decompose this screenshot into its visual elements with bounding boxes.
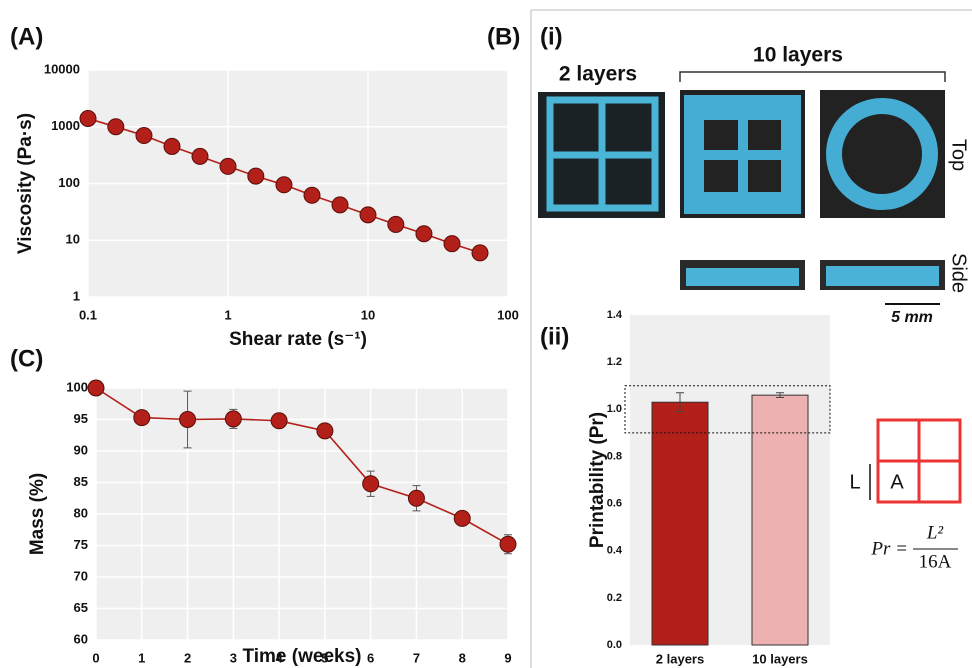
x-tick-label: 3 bbox=[230, 650, 237, 665]
print bbox=[686, 268, 799, 286]
point bbox=[359, 206, 377, 224]
point bbox=[87, 379, 105, 397]
y-tick-label: 70 bbox=[74, 568, 88, 583]
point bbox=[407, 489, 425, 507]
print bbox=[546, 96, 659, 212]
point bbox=[415, 225, 433, 243]
point bbox=[270, 412, 288, 430]
point bbox=[224, 410, 242, 428]
point bbox=[133, 409, 151, 427]
error-bar bbox=[776, 392, 784, 398]
point bbox=[191, 147, 209, 165]
scale-label: 5 mm bbox=[891, 309, 933, 326]
line bbox=[95, 387, 509, 545]
point bbox=[179, 411, 197, 428]
y-tick-label: 0.6 bbox=[607, 497, 622, 509]
panel-label: (ii) bbox=[540, 323, 569, 350]
point bbox=[453, 509, 471, 527]
photo-label: 10 layers bbox=[753, 44, 843, 67]
error-bar bbox=[676, 392, 684, 413]
x-tick-label: 4 bbox=[275, 650, 283, 665]
point bbox=[163, 137, 181, 155]
panel-label: (i) bbox=[540, 23, 563, 50]
y-tick-label: 10000 bbox=[44, 61, 80, 76]
point bbox=[107, 118, 125, 136]
point bbox=[219, 157, 237, 175]
y-axis-label: Mass (%) bbox=[27, 473, 48, 555]
photo-label: 2 layers bbox=[559, 63, 637, 86]
x-axis-label: Time (weeks) bbox=[243, 646, 362, 667]
y-tick-label: 100 bbox=[66, 379, 88, 394]
bar bbox=[651, 401, 709, 646]
y-tick-label: 60 bbox=[74, 631, 88, 646]
point bbox=[499, 535, 517, 553]
panel-label: (B) bbox=[487, 23, 520, 50]
y-tick-label: 1.4 bbox=[607, 309, 623, 321]
x-tick-label: 5 bbox=[321, 650, 328, 665]
view-label: Top bbox=[948, 139, 970, 171]
y-tick-label: 10 bbox=[66, 232, 80, 247]
x-tick-label: 10 layers bbox=[752, 651, 808, 666]
x-tick-label: 100 bbox=[497, 307, 519, 322]
y-tick-label: 95 bbox=[74, 411, 88, 426]
y-tick-label: 1.0 bbox=[607, 403, 622, 415]
point bbox=[247, 167, 265, 185]
y-tick-label: 0.0 bbox=[607, 639, 622, 651]
x-tick-label: 1 bbox=[224, 307, 231, 322]
y-tick-label: 1 bbox=[73, 288, 80, 303]
y-tick-label: 80 bbox=[74, 505, 88, 520]
diagram-label: L bbox=[849, 471, 860, 493]
y-tick-label: 100 bbox=[58, 175, 80, 190]
x-axis-label: Shear rate (s⁻¹) bbox=[229, 329, 367, 350]
diagram-label: A bbox=[890, 471, 904, 493]
x-tick-label: 2 bbox=[184, 650, 191, 665]
point bbox=[303, 186, 321, 204]
bracket bbox=[679, 71, 946, 82]
x-tick-label: 10 bbox=[361, 307, 375, 322]
point bbox=[331, 196, 349, 214]
y-tick-label: 65 bbox=[74, 600, 88, 615]
y-tick-label: 0.4 bbox=[607, 545, 623, 557]
point bbox=[275, 176, 293, 194]
square-divider bbox=[878, 420, 960, 502]
y-tick-label: 90 bbox=[74, 442, 88, 457]
y-axis-label: Viscosity (Pa·s) bbox=[15, 113, 36, 254]
point bbox=[443, 235, 461, 253]
view-label: Side bbox=[948, 253, 970, 293]
y-tick-label: 1.2 bbox=[607, 356, 622, 368]
y-tick-label: 85 bbox=[74, 474, 88, 489]
reference-band bbox=[624, 385, 831, 434]
y-axis-label: Printability (Pr) bbox=[587, 412, 608, 548]
y-tick-label: 0.2 bbox=[607, 592, 622, 604]
y-tick-label: 1000 bbox=[51, 118, 80, 133]
formula: 16A bbox=[919, 551, 952, 572]
point bbox=[387, 215, 405, 233]
print bbox=[702, 150, 784, 160]
formula: Pr = bbox=[870, 538, 908, 559]
y-tick-label: 0.8 bbox=[607, 450, 622, 462]
grid-diagram bbox=[869, 418, 962, 504]
formula: L² bbox=[926, 522, 944, 543]
x-tick-label: 9 bbox=[504, 650, 511, 665]
point bbox=[471, 244, 489, 262]
photos bbox=[538, 90, 945, 290]
panel-label: (A) bbox=[10, 23, 43, 50]
x-tick-label: 7 bbox=[413, 650, 420, 665]
print bbox=[826, 98, 938, 210]
x-tick-label: 0 bbox=[92, 650, 99, 665]
point bbox=[362, 475, 380, 493]
x-tick-label: 1 bbox=[138, 650, 145, 665]
point bbox=[316, 422, 334, 440]
point bbox=[135, 127, 153, 145]
x-tick-label: 2 layers bbox=[656, 651, 704, 666]
x-tick-label: 0.1 bbox=[79, 307, 97, 322]
y-tick-label: 75 bbox=[74, 537, 88, 552]
point bbox=[79, 109, 97, 127]
x-tick-label: 8 bbox=[459, 650, 466, 665]
panel-label: (C) bbox=[10, 345, 43, 372]
print bbox=[826, 266, 939, 286]
x-tick-label: 6 bbox=[367, 650, 374, 665]
